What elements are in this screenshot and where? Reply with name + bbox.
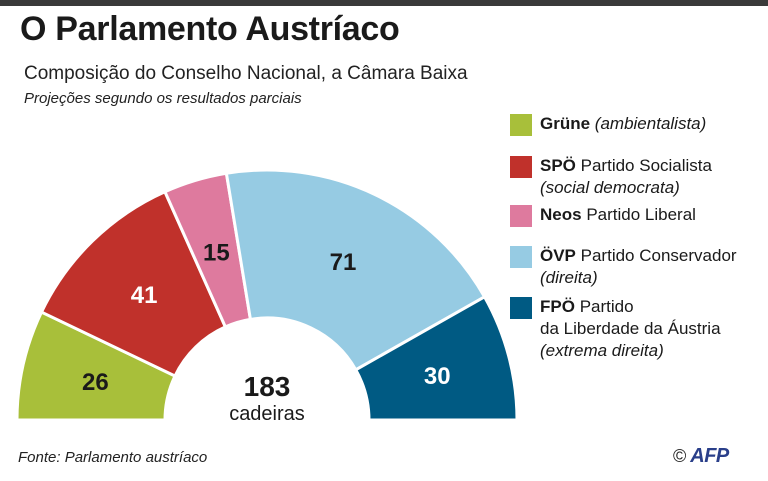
chart-segment-labels: 26 41 15 71 30	[82, 239, 451, 396]
legend-item-grune: Grüne (ambientalista)	[510, 113, 706, 136]
copyright-symbol: ©	[673, 446, 687, 466]
segment-label-neos: 15	[203, 239, 230, 266]
legend-desc-fpo: Partido	[579, 297, 634, 316]
legend-text-grune: Grüne (ambientalista)	[540, 113, 706, 136]
legend-desc-spo: Partido Socialista	[580, 156, 712, 175]
legend-party-neos: Neos	[540, 205, 582, 224]
legend-note-ovp: (direita)	[540, 268, 598, 287]
legend-party-ovp: ÖVP	[540, 246, 576, 265]
afp-logo: AFP	[690, 445, 729, 467]
legend-item-neos: Neos Partido Liberal	[510, 204, 696, 227]
segment-övp	[224, 168, 487, 372]
legend-party-grune: Grüne	[540, 114, 591, 133]
legend-text-fpo: FPÖ Partido da Liberdade da Áustria (ext…	[540, 296, 721, 362]
top-bar	[0, 0, 768, 6]
segment-label-grüne: 26	[82, 369, 109, 396]
chart-subtitle: Composição do Conselho Nacional, a Câmar…	[24, 63, 468, 84]
legend-note-fpo: (extrema direita)	[540, 341, 664, 360]
legend-party-fpo: FPÖ	[540, 297, 575, 316]
segment-label-fpö: 30	[424, 363, 451, 390]
total-seats-value: 183	[244, 371, 291, 402]
source-note: Fonte: Parlamento austríaco	[18, 449, 208, 466]
chart-segments	[15, 168, 519, 422]
legend-desc2-fpo: da Liberdade da Áustria	[540, 319, 721, 338]
segment-spö	[39, 189, 228, 378]
segment-fpö	[353, 294, 519, 422]
legend-text-spo: SPÖ Partido Socialista (social democrata…	[540, 155, 712, 199]
segment-label-övp: 71	[330, 249, 357, 276]
total-seats-unit: cadeiras	[229, 403, 305, 425]
legend-desc-neos: Partido Liberal	[586, 205, 696, 224]
legend-swatch-ovp	[510, 246, 532, 268]
segment-label-spö: 41	[131, 282, 158, 309]
legend-text-neos: Neos Partido Liberal	[540, 204, 696, 227]
legend-swatch-grune	[510, 114, 532, 136]
legend-swatch-spo	[510, 156, 532, 178]
page-title: O Parlamento Austríaco	[20, 10, 400, 48]
legend-swatch-neos	[510, 205, 532, 227]
legend-party-spo: SPÖ	[540, 156, 576, 175]
legend-desc-ovp: Partido Conservador	[580, 246, 737, 265]
legend-item-ovp: ÖVP Partido Conservador (direita)	[510, 245, 737, 289]
legend-swatch-fpo	[510, 297, 532, 319]
legend-item-spo: SPÖ Partido Socialista (social democrata…	[510, 155, 712, 199]
agency-credit: © AFP	[673, 445, 729, 468]
legend-desc-grune: (ambientalista)	[594, 114, 707, 133]
chart-note: Projeções segundo os resultados parciais	[24, 90, 302, 107]
legend-note-spo: (social democrata)	[540, 178, 680, 197]
legend-text-ovp: ÖVP Partido Conservador (direita)	[540, 245, 737, 289]
legend-item-fpo: FPÖ Partido da Liberdade da Áustria (ext…	[510, 296, 721, 362]
